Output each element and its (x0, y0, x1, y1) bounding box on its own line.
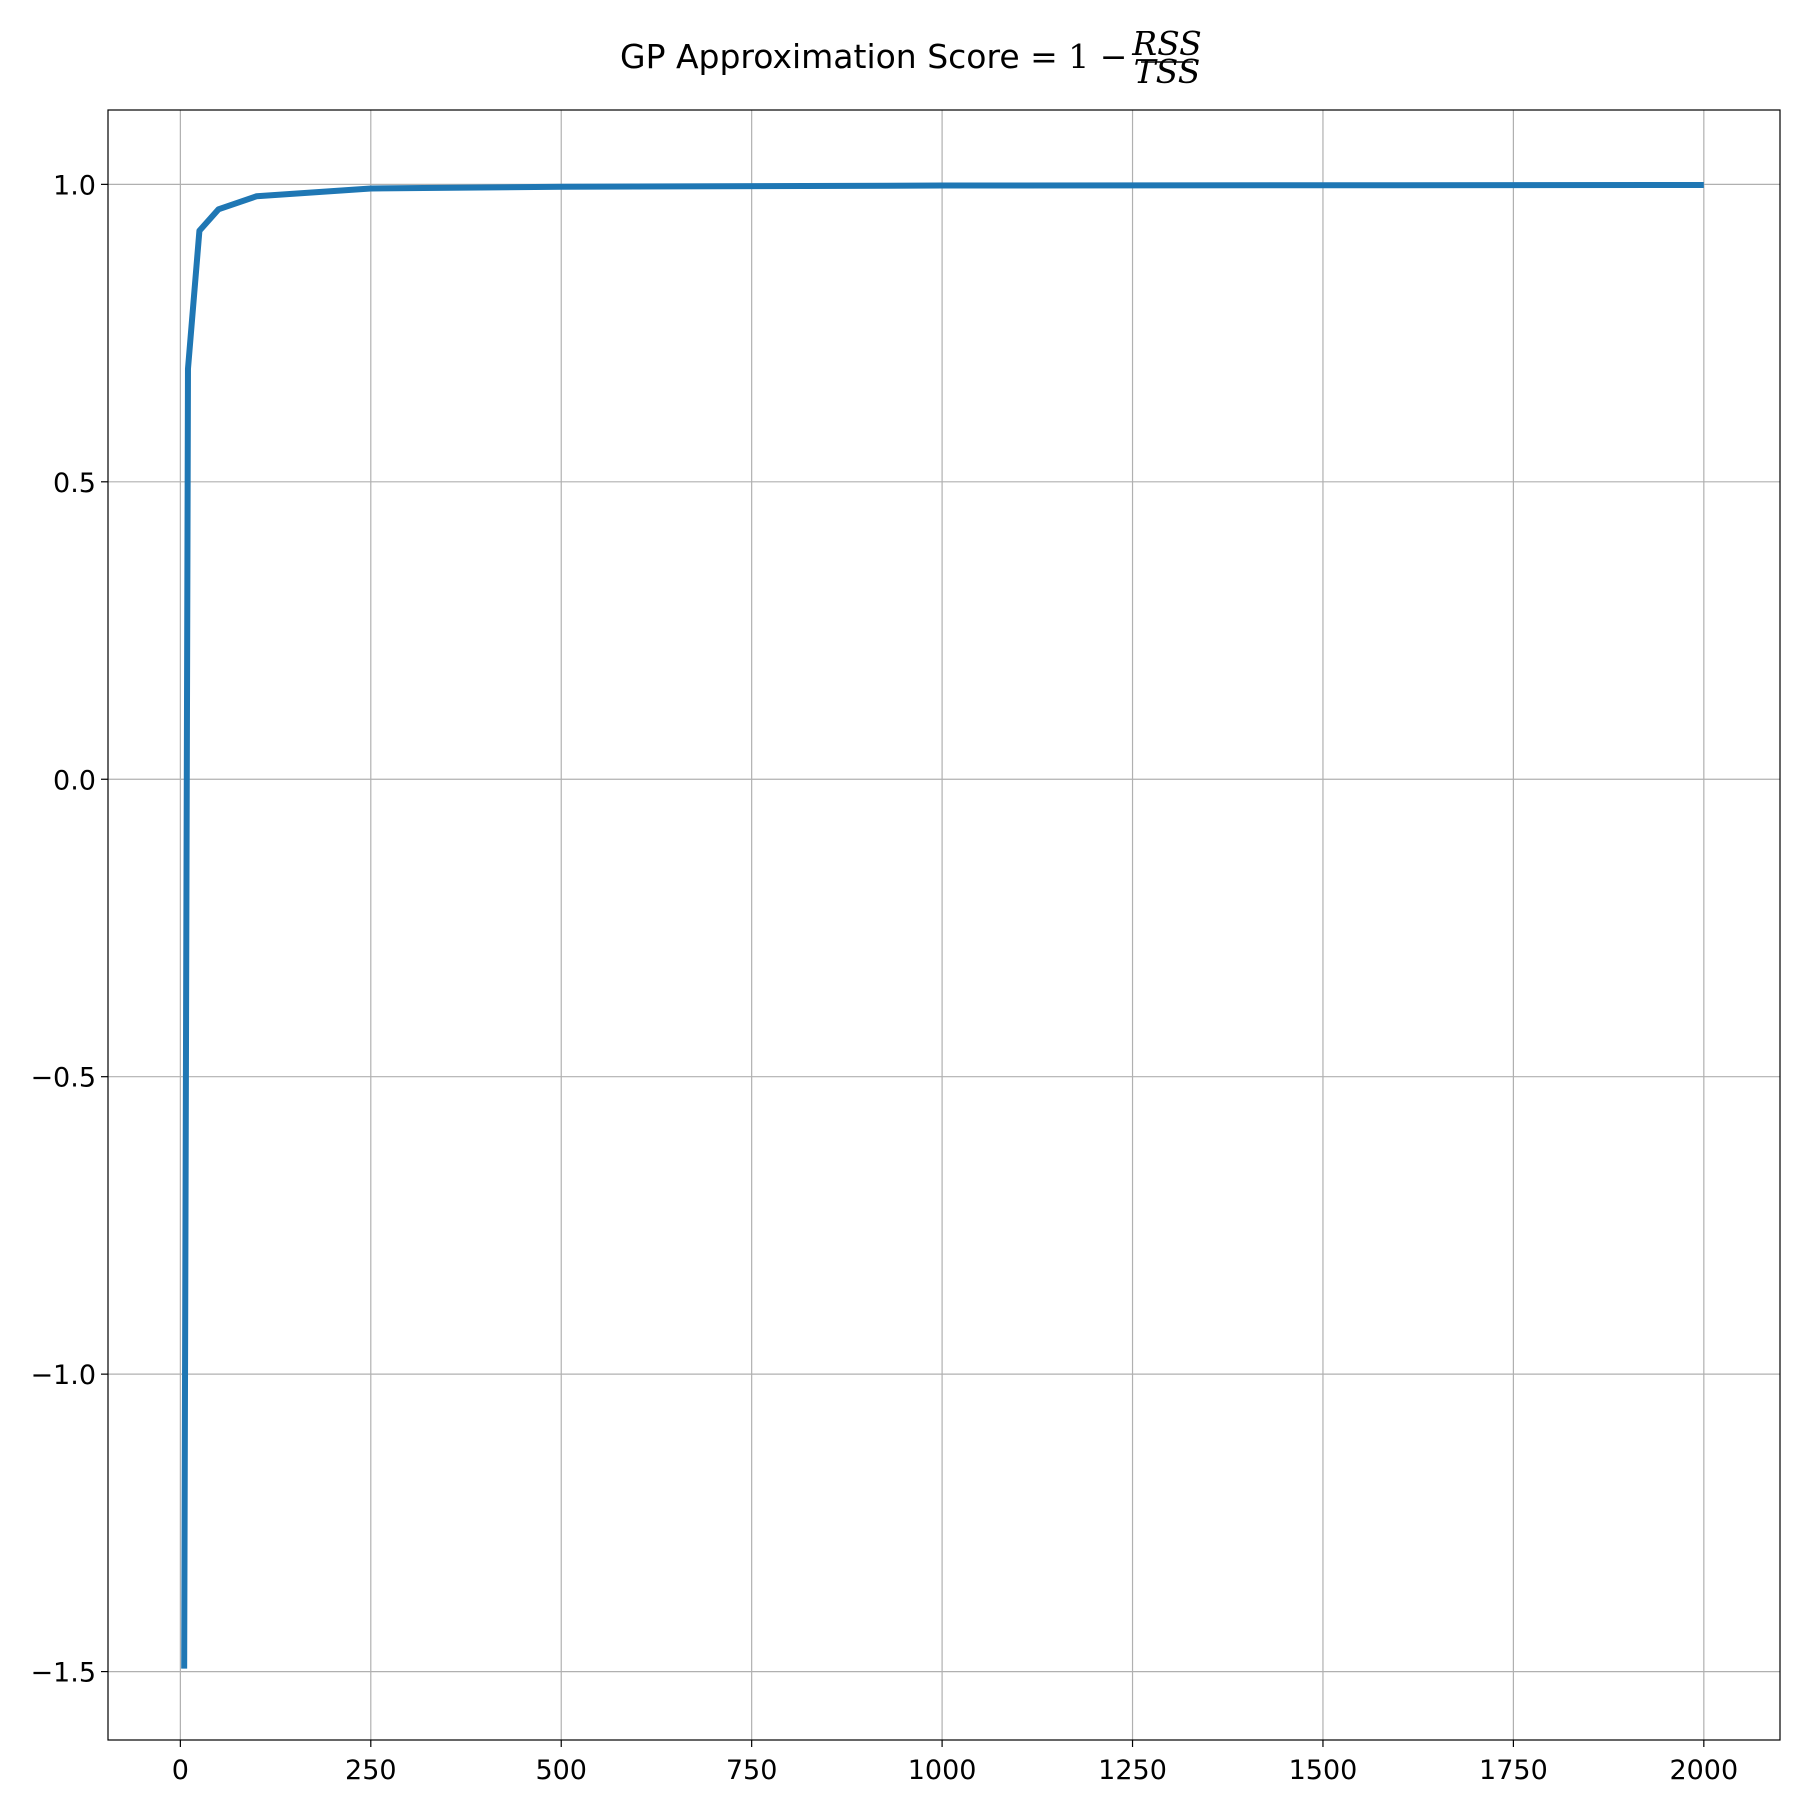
chart-title-numerator: RSS (1131, 24, 1201, 63)
chart-title-prefix: GP Approximation Score (620, 37, 1030, 76)
x-tick-label: 750 (726, 1755, 778, 1786)
x-tick-label: 2000 (1669, 1755, 1738, 1786)
y-tick-label: −0.5 (30, 1063, 96, 1094)
y-tick-label: 1.0 (53, 170, 96, 201)
x-tick-label: 0 (172, 1755, 189, 1786)
axis-ticks: 0 250 500 750 1000 1250 1500 1750 2000 1.0 0.5 0.0 −… (30, 170, 1738, 1786)
chart-title-denominator: TSS (1134, 52, 1201, 91)
chart-title: GP Approximation Score = 1 − (620, 37, 1127, 76)
y-tick-label: −1.5 (30, 1658, 96, 1689)
y-tick-label: 0.5 (53, 468, 96, 499)
x-tick-label: 1000 (908, 1755, 977, 1786)
x-tick-label: 1750 (1479, 1755, 1548, 1786)
x-tick-label: 500 (535, 1755, 587, 1786)
y-tick-label: −1.0 (30, 1360, 96, 1391)
x-tick-label: 1250 (1098, 1755, 1167, 1786)
x-tick-label: 1500 (1289, 1755, 1358, 1786)
plot-lines (181, 181, 1704, 1669)
plot-frame (107, 109, 1781, 1741)
series-line (181, 181, 1704, 1669)
chart-title-formula: = 1 − (1030, 37, 1127, 76)
y-tick-label: 0.0 (53, 765, 96, 796)
x-tick-label: 250 (345, 1755, 397, 1786)
